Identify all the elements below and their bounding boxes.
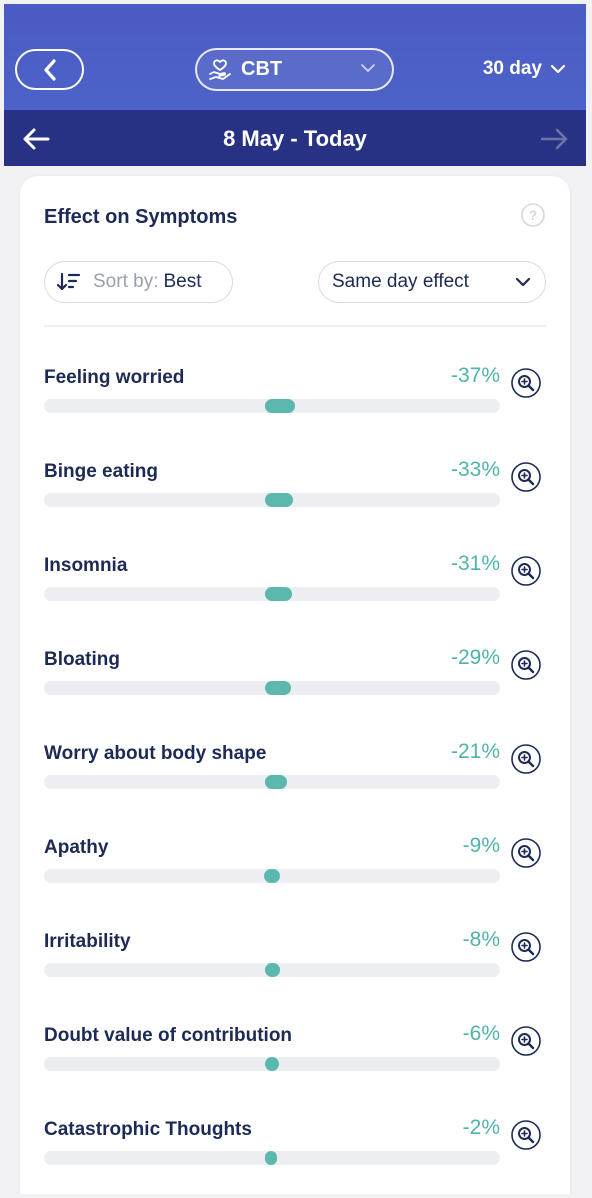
svg-text:?: ? xyxy=(529,207,538,223)
symptom-name: Worry about body shape xyxy=(44,743,267,764)
zoom-in-icon[interactable] xyxy=(510,555,542,587)
symptom-name: Apathy xyxy=(44,837,109,858)
effect-marker xyxy=(265,963,280,977)
arrow-right-icon[interactable] xyxy=(540,127,570,151)
chevron-down-icon xyxy=(515,277,531,287)
symptom-effect-percent: -2% xyxy=(462,1116,500,1139)
sort-button[interactable]: Sort by: Best xyxy=(44,261,233,303)
arrow-left-icon[interactable] xyxy=(22,127,50,151)
symptom-effect-percent: -37% xyxy=(450,364,500,387)
zoom-in-icon[interactable] xyxy=(510,837,542,869)
heart-hand-icon xyxy=(209,59,231,80)
range-selector[interactable]: 30 day xyxy=(483,58,566,80)
symptom-name: Catastrophic Thoughts xyxy=(44,1119,252,1140)
effect-marker xyxy=(265,399,295,413)
effect-marker xyxy=(265,775,287,789)
effect-marker xyxy=(265,493,293,507)
sort-prefix: Sort by: xyxy=(93,271,159,292)
symptom-row[interactable]: Binge eating -33% xyxy=(20,458,570,555)
effect-track xyxy=(44,681,500,695)
app-frame: CBT 30 day 8 May - Today Effect on Sympt… xyxy=(4,4,586,1194)
effect-marker xyxy=(265,587,292,601)
sort-value: Best xyxy=(163,271,202,292)
date-range-title: 8 May - Today xyxy=(223,126,367,151)
zoom-in-icon[interactable] xyxy=(510,1119,542,1151)
sort-icon xyxy=(57,272,81,291)
symptoms-card: Effect on Symptoms ? Sort by: Best Same … xyxy=(20,176,570,1194)
effect-marker xyxy=(265,1151,277,1165)
symptom-row[interactable]: Catastrophic Thoughts -2% xyxy=(20,1116,570,1194)
symptom-row[interactable]: Doubt value of contribution -6% xyxy=(20,1022,570,1119)
symptom-row[interactable]: Bloating -29% xyxy=(20,646,570,743)
symptom-row[interactable]: Apathy -9% xyxy=(20,834,570,931)
symptom-effect-percent: -33% xyxy=(450,458,500,481)
symptom-row[interactable]: Irritability -8% xyxy=(20,928,570,1025)
effect-track xyxy=(44,869,500,883)
effect-track xyxy=(44,1057,500,1071)
effect-track xyxy=(44,399,500,413)
effect-track xyxy=(44,963,500,977)
date-navigation: 8 May - Today xyxy=(4,110,586,166)
symptom-name: Bloating xyxy=(44,649,120,670)
effect-marker xyxy=(265,1057,279,1071)
effect-type-select[interactable]: Same day effect xyxy=(318,261,546,303)
treatment-label: CBT xyxy=(241,58,283,80)
symptom-row[interactable]: Feeling worried -37% xyxy=(20,364,570,461)
chevron-down-icon xyxy=(550,64,566,74)
symptom-name: Insomnia xyxy=(44,555,128,576)
card-title: Effect on Symptoms xyxy=(44,206,238,228)
symptom-effect-percent: -9% xyxy=(462,834,500,857)
effect-track xyxy=(44,775,500,789)
effect-track xyxy=(44,587,500,601)
chevron-down-icon xyxy=(361,64,375,73)
zoom-in-icon[interactable] xyxy=(510,649,542,681)
zoom-in-icon[interactable] xyxy=(510,931,542,963)
help-icon[interactable]: ? xyxy=(520,202,546,228)
symptom-name: Doubt value of contribution xyxy=(44,1025,293,1046)
symptom-effect-percent: -31% xyxy=(450,552,500,575)
chevron-left-icon xyxy=(43,58,56,81)
effect-track xyxy=(44,493,500,507)
effect-track xyxy=(44,1151,500,1165)
top-bar: CBT 30 day xyxy=(4,4,586,110)
zoom-in-icon[interactable] xyxy=(510,367,542,399)
zoom-in-icon[interactable] xyxy=(510,1025,542,1057)
symptom-effect-percent: -6% xyxy=(462,1022,500,1045)
symptom-effect-percent: -29% xyxy=(450,646,500,669)
divider xyxy=(44,325,546,327)
effect-marker xyxy=(265,681,291,695)
treatment-selector[interactable]: CBT xyxy=(195,48,394,91)
back-button[interactable] xyxy=(15,49,84,90)
range-label: 30 day xyxy=(482,58,542,79)
symptom-name: Feeling worried xyxy=(44,367,185,388)
zoom-in-icon[interactable] xyxy=(510,743,542,775)
zoom-in-icon[interactable] xyxy=(510,461,542,493)
effect-type-label: Same day effect xyxy=(332,271,469,292)
symptom-row[interactable]: Worry about body shape -21% xyxy=(20,740,570,837)
symptom-effect-percent: -8% xyxy=(462,928,500,951)
symptom-effect-percent: -21% xyxy=(450,740,500,763)
symptom-name: Irritability xyxy=(44,931,131,952)
symptom-row[interactable]: Insomnia -31% xyxy=(20,552,570,649)
effect-marker xyxy=(264,869,280,883)
symptom-name: Binge eating xyxy=(44,461,159,482)
